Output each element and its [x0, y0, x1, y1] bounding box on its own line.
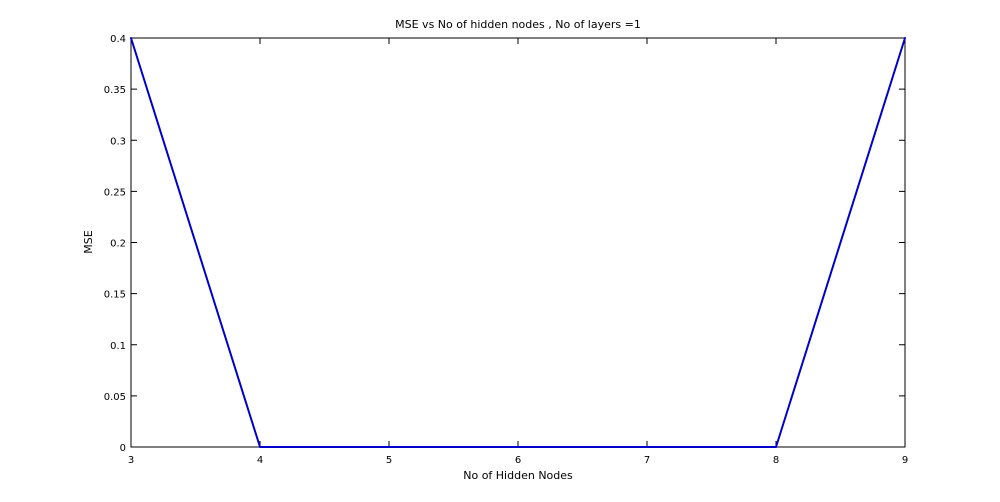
x-tick-label: 7 — [644, 455, 650, 466]
x-tick-label: 8 — [773, 455, 779, 466]
x-tick-label: 5 — [386, 455, 392, 466]
series-layer — [130, 37, 906, 448]
data-point — [904, 37, 906, 39]
data-point — [646, 446, 648, 448]
plot-area — [130, 37, 906, 448]
data-point — [775, 446, 777, 448]
y-tick-label: 0.15 — [104, 290, 126, 301]
data-point — [130, 37, 132, 39]
y-tick-label: 0.3 — [110, 136, 126, 147]
y-axis-ticks: 0 0.05 0.1 0.15 0.2 0.25 0.3 0.35 0.4 — [104, 34, 905, 454]
data-point — [259, 446, 261, 448]
chart-title: MSE vs No of hidden nodes , No of layers… — [395, 18, 641, 31]
x-axis-label: No of Hidden Nodes — [463, 469, 573, 482]
x-tick-label: 9 — [902, 455, 908, 466]
y-axis-label: MSE — [82, 230, 95, 253]
y-tick-label: 0 — [120, 443, 126, 454]
x-tick-label: 6 — [515, 455, 521, 466]
y-tick-label: 0.05 — [104, 392, 126, 403]
x-tick-label: 4 — [257, 455, 263, 466]
y-tick-label: 0.25 — [104, 187, 126, 198]
y-tick-label: 0.2 — [110, 239, 126, 250]
x-axis-ticks: 3 4 5 6 7 8 9 — [128, 38, 908, 466]
y-tick-label: 0.35 — [104, 85, 126, 96]
data-point — [517, 446, 519, 448]
x-tick-label: 3 — [128, 455, 134, 466]
y-tick-label: 0.1 — [110, 341, 126, 352]
y-tick-label: 0.4 — [110, 34, 126, 45]
data-point — [388, 446, 390, 448]
